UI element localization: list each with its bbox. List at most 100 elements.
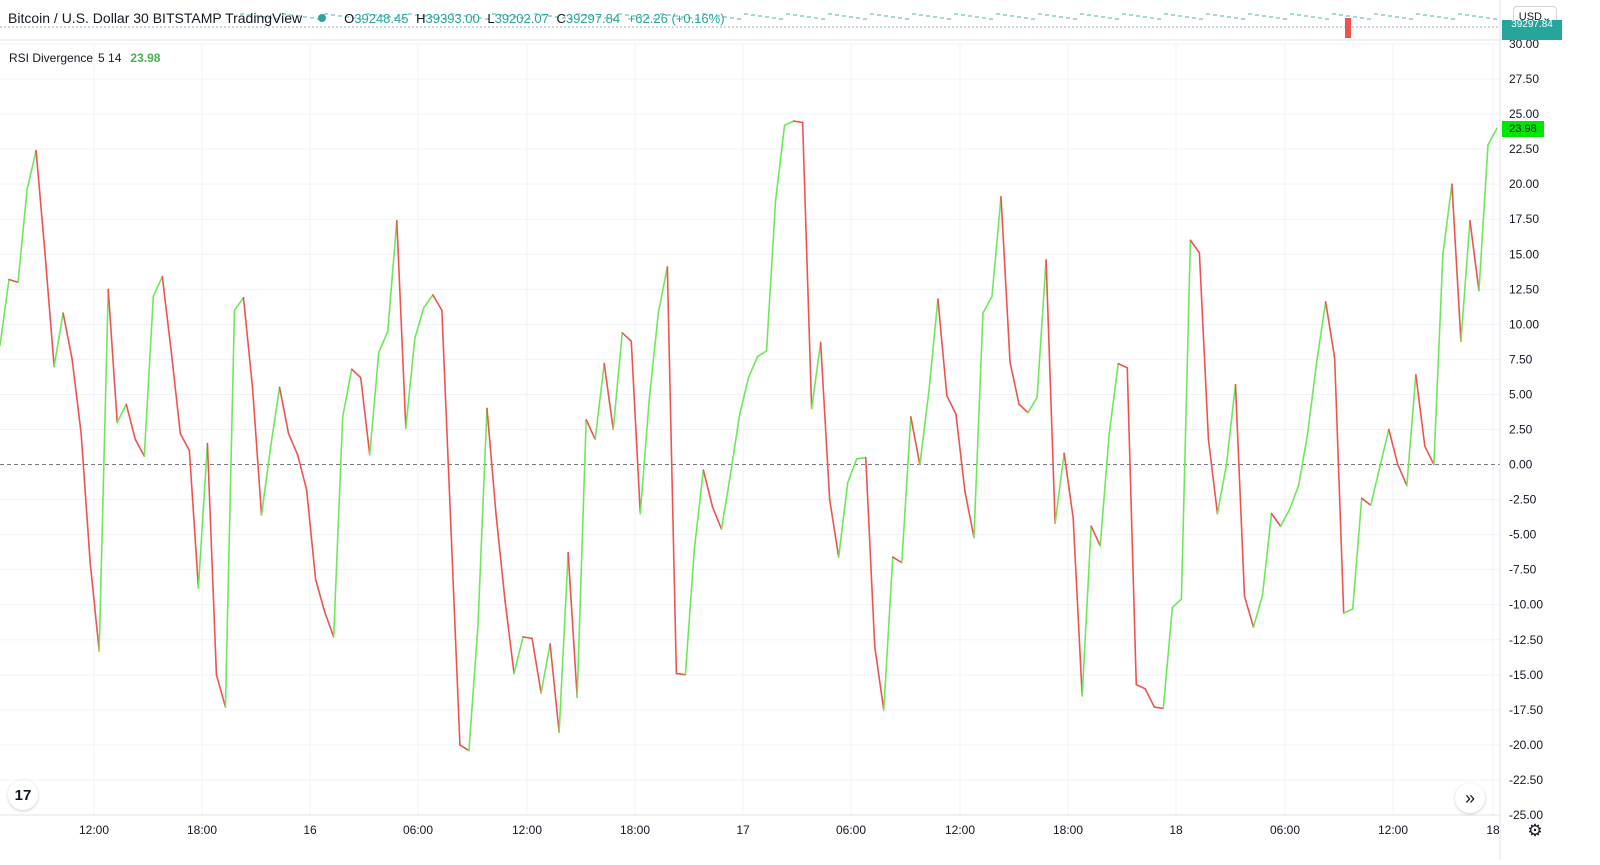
open-label: O [344,10,355,26]
y-tick-label: 10.00 [1509,317,1539,331]
thumbnail-candle [1178,15,1182,17]
thumbnail-candle [849,16,853,18]
thumbnail-candle [681,16,685,18]
thumbnail-candle [576,13,580,15]
rsi-segment [1369,466,1381,506]
thumbnail-candle [625,14,629,16]
rsi-segment [98,288,110,652]
rsi-segment [107,288,119,424]
thumbnail-candle [492,13,496,15]
rsi-segment [1054,452,1065,525]
thumbnail-candle [961,14,965,16]
rsi-segment [702,469,714,508]
thumbnail-candle [394,17,398,19]
rsi-segment [1478,144,1489,292]
y-tick-label: -22.50 [1509,773,1543,787]
symbol-title[interactable]: Bitcoin / U.S. Dollar 30 BITSTAMP Tradin… [8,10,303,26]
rsi-segment [1360,497,1372,506]
thumbnail-candle [814,17,818,19]
thumbnail-candle [1199,18,1203,20]
rsi-segment [783,120,795,127]
thumbnail-candle [758,15,762,17]
rsi-segment [1126,367,1138,686]
y-tick-label: 12.50 [1509,282,1539,296]
thumbnail-candle [905,18,909,20]
thumbnail-candle [436,17,440,19]
thumbnail-candle [1262,15,1266,17]
y-tick-label: -17.50 [1509,703,1543,717]
rsi-segment [1072,517,1083,697]
thumbnail-candle [1479,16,1483,18]
thumbnail-candle [723,16,727,18]
rsi-segment [1442,183,1453,256]
scroll-to-realtime-button[interactable]: » [1455,783,1485,813]
thumbnail-candle [863,18,867,20]
thumbnail-candle [1157,18,1161,20]
thumbnail-candle [401,18,405,20]
rsi-segment [657,266,669,314]
thumbnail-candle [940,17,944,19]
thumbnail-candle [1276,17,1280,19]
rsi-segment [1333,357,1345,614]
rsi-segment [513,636,524,675]
thumbnail-candle [289,14,293,16]
rsi-segment [1460,219,1471,342]
thumbnail-candle [464,15,468,17]
thumbnail-candle [380,15,384,17]
thumbnail-candle [919,14,923,16]
close-label: C [556,10,566,26]
rsi-segment [1153,706,1165,710]
thumbnail-candle [1269,16,1273,18]
symbol-legend[interactable]: Bitcoin / U.S. Dollar 30 BITSTAMP Tradin… [8,8,729,28]
thumbnail-candle [968,15,972,17]
rsi-segment [1424,445,1435,466]
rsi-segment [1180,239,1192,600]
rsi-segment [287,432,299,456]
thumbnail-candle [996,13,1000,15]
rsi-segment [197,442,209,589]
rsi-segment [1099,432,1111,547]
rsi-segment [666,266,678,675]
thumbnail-candle [562,17,566,19]
thumbnail-candle [646,17,650,19]
thumbnail-candle [1367,18,1371,20]
x-tick-label: 06:00 [836,823,866,837]
thumbnail-candle [1311,16,1315,18]
thumbnail-candle [807,16,811,18]
y-axis[interactable]: 30.00 27.50 25.00 22.50 20.00 17.50 15.00 12.50… [1509,37,1543,822]
thumbnail-candle [1234,17,1238,19]
rsi-segment [215,674,227,708]
rsi-segment [828,498,840,558]
thumbnail-candle [688,17,692,19]
y-tick-label: -7.50 [1509,563,1537,577]
rsi-segment [89,561,100,652]
y-tick-label: 2.50 [1509,423,1533,437]
thumbnail-candle [667,14,671,16]
indicator-name[interactable]: RSI Divergence [9,51,94,65]
thumbnail-candle [1185,16,1189,18]
thumbnail-candle [912,13,916,15]
thumbnail-candle [359,18,363,20]
y-tick-label: -25.00 [1509,808,1543,822]
settings-gear-icon[interactable]: ⚙ [1527,821,1543,840]
thumbnail-candle [702,13,706,15]
indicator-legend[interactable]: RSI Divergence 5 14 23.98 [9,51,160,65]
thumbnail-candle [268,17,272,19]
rsi-segment [1018,403,1029,414]
rsi-segment [53,312,64,368]
thumbnail-candle [926,15,930,17]
thumbnail-candle [499,14,503,16]
thumbnail-candle [1192,17,1196,19]
y-tick-label: 0.00 [1509,458,1533,472]
rsi-segment [386,219,398,333]
double-chevron-right-icon: » [1464,787,1475,808]
rsi-segment [116,403,128,424]
x-axis[interactable]: 12:00 18:00 16 06:00 12:00 18:00 17 06:00 12:00 1… [79,823,1500,837]
thumbnail-candle [1458,13,1462,15]
rsi-segment [188,449,200,589]
x-tick-label: 18:00 [1053,823,1083,837]
tradingview-logo-icon[interactable]: 17 [8,780,38,810]
rsi-segment [1397,463,1408,487]
